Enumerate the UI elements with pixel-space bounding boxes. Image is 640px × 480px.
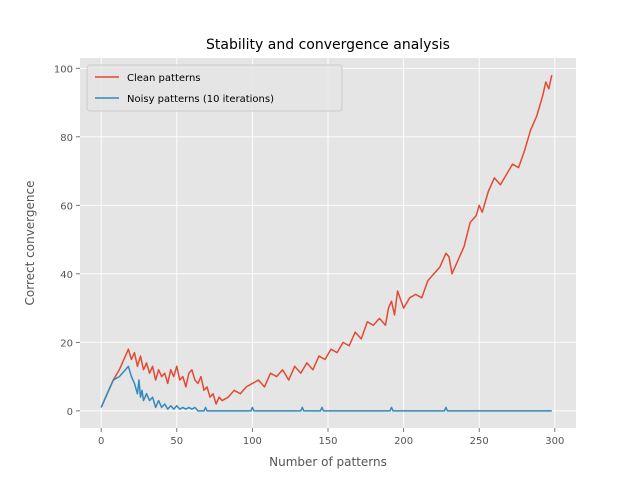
y-tick-label: 40 (60, 270, 73, 281)
legend-label-1: Clean patterns (127, 73, 201, 84)
grid-lines (80, 58, 576, 428)
y-axis-label: Correct convergence (23, 181, 37, 306)
axis-ticks: 0 50 100 150 200 250 300 0 20 40 60 80 100 (54, 64, 564, 447)
x-axis-label: Number of patterns (269, 455, 387, 469)
x-tick-label: 300 (545, 436, 564, 447)
y-tick-label: 20 (60, 338, 73, 349)
x-tick-label: 150 (318, 436, 337, 447)
y-tick-label: 0 (67, 407, 73, 418)
x-tick-label: 250 (470, 436, 489, 447)
legend-box (86, 64, 343, 112)
series-layer (100, 74, 553, 412)
y-tick-label: 80 (60, 133, 73, 144)
series-line-2 (100, 365, 552, 412)
y-tick-label: 100 (54, 64, 73, 75)
y-tick-label: 60 (60, 201, 73, 212)
chart-title: Stability and convergence analysis (206, 37, 450, 53)
x-tick-label: 100 (243, 436, 262, 447)
series-line-1 (100, 74, 553, 408)
x-tick-label: 200 (394, 436, 413, 447)
x-tick-label: 50 (170, 436, 183, 447)
legend-label-2: Noisy patterns (10 iterations) (127, 94, 274, 105)
legend: Clean patterns Noisy patterns (10 iterati… (86, 64, 343, 112)
x-tick-label: 0 (98, 436, 104, 447)
